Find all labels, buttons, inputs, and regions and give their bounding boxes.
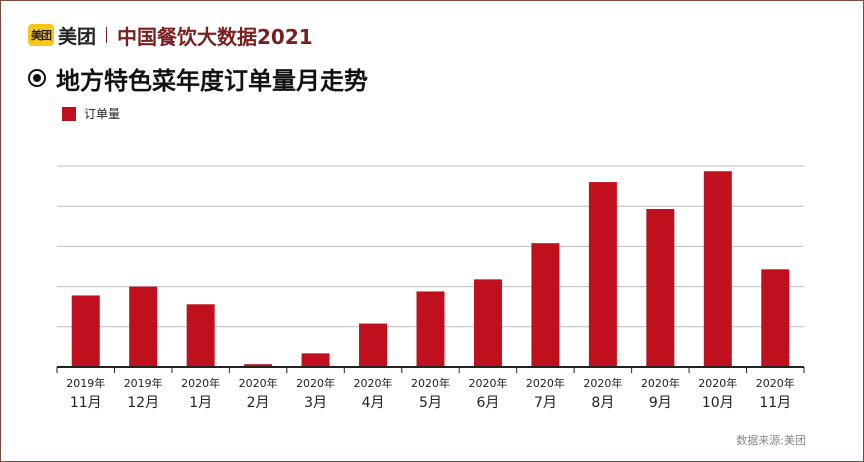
bar	[473, 279, 502, 367]
x-tick-label-year: 2020年	[181, 376, 220, 390]
bar	[588, 182, 617, 367]
bar	[416, 291, 445, 367]
x-tick-label-year: 2020年	[756, 376, 795, 390]
bullet-icon	[28, 69, 46, 87]
source-note: 数据来源:美团	[736, 434, 806, 447]
bar	[129, 286, 158, 367]
x-tick-label-month: 6月	[477, 395, 500, 411]
legend-swatch	[62, 106, 76, 121]
x-tick-label-year: 2019年	[66, 376, 105, 390]
bar	[71, 295, 100, 367]
x-tick-label-year: 2020年	[239, 376, 278, 390]
meituan-logo: 美团	[28, 24, 54, 46]
x-tick-label-month: 7月	[534, 395, 557, 411]
brand-name: 美团	[58, 25, 97, 48]
x-tick-label-month: 1月	[189, 395, 212, 411]
x-tick-label-month: 12月	[127, 395, 159, 411]
x-tick-label-month: 5月	[419, 395, 442, 411]
x-tick-label-month: 8月	[591, 395, 614, 411]
x-tick-label-year: 2020年	[296, 376, 335, 390]
x-tick-label-month: 4月	[362, 395, 385, 411]
bar	[359, 323, 388, 367]
bar	[531, 243, 560, 367]
x-tick-label-year: 2020年	[698, 376, 737, 390]
bar	[244, 364, 273, 367]
chart-title: 地方特色菜年度订单量月走势	[28, 60, 368, 96]
x-tick-label-month: 9月	[649, 395, 672, 411]
header-divider	[106, 27, 108, 43]
x-tick-label-year: 2020年	[641, 376, 680, 390]
x-tick-label-year: 2019年	[124, 376, 163, 390]
bar	[703, 171, 732, 367]
x-tick-label-month: 2月	[247, 395, 270, 411]
x-tick-label-year: 2020年	[411, 376, 450, 390]
x-tick-label-month: 11月	[759, 395, 791, 411]
x-tick-label-month: 3月	[304, 395, 327, 411]
bar	[301, 353, 330, 367]
report-title: 中国餐饮大数据2021	[117, 24, 313, 49]
bar	[761, 269, 790, 367]
bar	[646, 209, 675, 367]
x-tick-label-month: 11月	[70, 395, 102, 411]
legend: 订单量	[62, 105, 120, 122]
header: 美团 美团 中国餐饮大数据2021	[28, 20, 313, 50]
legend-label: 订单量	[84, 107, 121, 121]
x-tick-label-month: 10月	[702, 395, 734, 411]
x-tick-label-year: 2020年	[583, 376, 622, 390]
x-tick-label-year: 2020年	[468, 376, 507, 390]
chart-title-text: 地方特色菜年度订单量月走势	[56, 66, 368, 95]
bar	[186, 304, 215, 367]
x-tick-label-year: 2020年	[526, 376, 565, 390]
x-tick-label-year: 2020年	[354, 376, 393, 390]
